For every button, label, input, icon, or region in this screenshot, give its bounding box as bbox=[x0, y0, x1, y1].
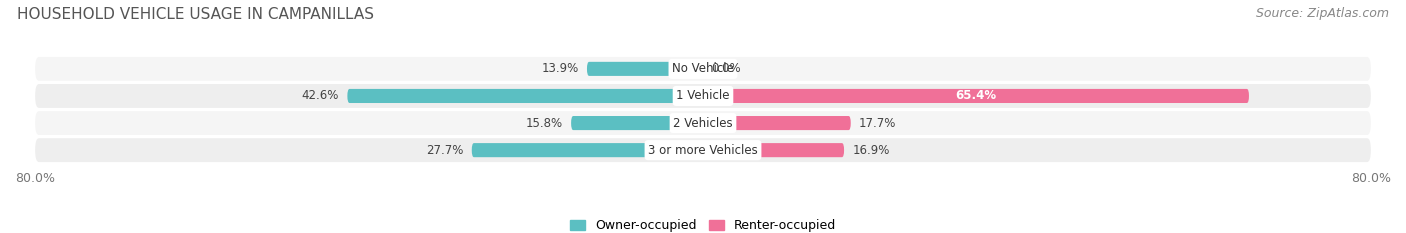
Text: 2 Vehicles: 2 Vehicles bbox=[673, 116, 733, 130]
FancyBboxPatch shape bbox=[472, 143, 703, 157]
Text: 17.7%: 17.7% bbox=[859, 116, 897, 130]
Legend: Owner-occupied, Renter-occupied: Owner-occupied, Renter-occupied bbox=[565, 214, 841, 233]
FancyBboxPatch shape bbox=[35, 84, 1371, 108]
Text: 15.8%: 15.8% bbox=[526, 116, 562, 130]
FancyBboxPatch shape bbox=[703, 89, 1249, 103]
FancyBboxPatch shape bbox=[703, 116, 851, 130]
Text: 65.4%: 65.4% bbox=[956, 89, 997, 103]
Text: Source: ZipAtlas.com: Source: ZipAtlas.com bbox=[1256, 7, 1389, 20]
FancyBboxPatch shape bbox=[571, 116, 703, 130]
Text: 16.9%: 16.9% bbox=[852, 144, 890, 157]
FancyBboxPatch shape bbox=[35, 111, 1371, 135]
FancyBboxPatch shape bbox=[586, 62, 703, 76]
Text: 3 or more Vehicles: 3 or more Vehicles bbox=[648, 144, 758, 157]
Text: 27.7%: 27.7% bbox=[426, 144, 464, 157]
FancyBboxPatch shape bbox=[703, 143, 844, 157]
FancyBboxPatch shape bbox=[347, 89, 703, 103]
Text: 0.0%: 0.0% bbox=[711, 62, 741, 75]
FancyBboxPatch shape bbox=[35, 57, 1371, 81]
Text: 1 Vehicle: 1 Vehicle bbox=[676, 89, 730, 103]
Text: No Vehicle: No Vehicle bbox=[672, 62, 734, 75]
Text: 13.9%: 13.9% bbox=[541, 62, 579, 75]
Text: 42.6%: 42.6% bbox=[302, 89, 339, 103]
Text: HOUSEHOLD VEHICLE USAGE IN CAMPANILLAS: HOUSEHOLD VEHICLE USAGE IN CAMPANILLAS bbox=[17, 7, 374, 22]
FancyBboxPatch shape bbox=[35, 138, 1371, 162]
